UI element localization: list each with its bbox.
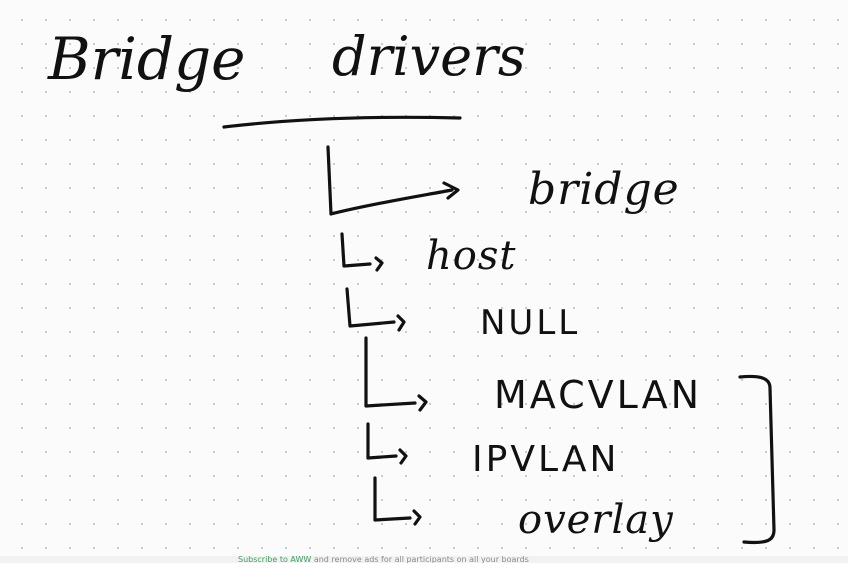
footer-message: and remove ads for all participants on a…	[313, 555, 529, 563]
driver-label-macvlan: MACVLAN	[494, 373, 703, 417]
title-underline	[222, 115, 462, 129]
footer-banner	[0, 556, 848, 563]
driver-label-null: NULL	[480, 303, 581, 343]
branch-arrow-macvlan	[364, 336, 428, 412]
branch-arrow-overlay	[373, 476, 422, 526]
driver-label-ipvlan: IPVLAN	[472, 439, 620, 480]
branch-arrow-host	[340, 232, 384, 272]
branch-arrow-ipvlan	[366, 422, 408, 465]
heading-drivers: drivers	[332, 25, 526, 88]
driver-label-bridge: bridge	[528, 164, 680, 215]
footer-banner-text: Subscribe to AWW and remove ads for all …	[238, 556, 529, 563]
heading-bridge: Bridge	[48, 25, 246, 93]
driver-label-host: host	[426, 233, 517, 279]
branch-arrow-bridge	[326, 145, 460, 216]
group-bracket	[738, 374, 776, 545]
branch-arrow-null	[345, 287, 406, 332]
driver-label-overlay: overlay	[518, 497, 674, 543]
subscribe-link[interactable]: Subscribe to AWW	[238, 555, 312, 563]
